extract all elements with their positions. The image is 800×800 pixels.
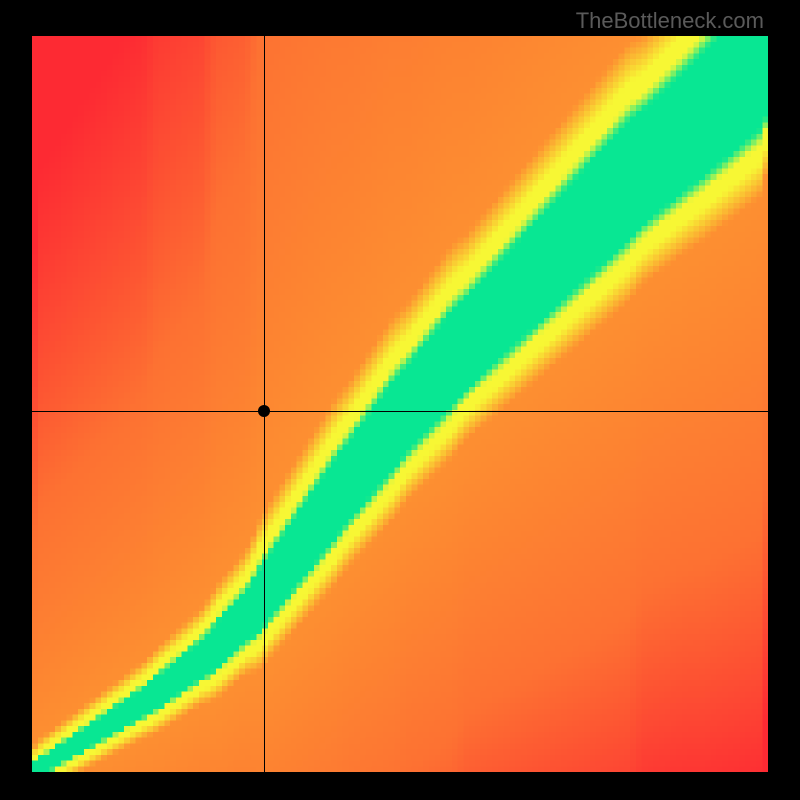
crosshair-horizontal xyxy=(32,411,768,412)
heatmap-plot-area xyxy=(32,36,768,772)
crosshair-vertical xyxy=(264,36,265,772)
crosshair-marker xyxy=(258,405,270,417)
heatmap-canvas xyxy=(32,36,768,772)
watermark-text: TheBottleneck.com xyxy=(576,8,764,34)
